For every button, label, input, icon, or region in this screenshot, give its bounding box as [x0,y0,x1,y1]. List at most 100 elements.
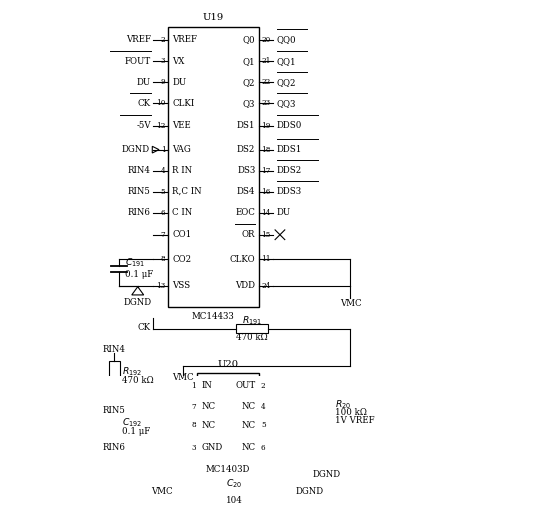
Text: 1V VREF: 1V VREF [335,415,375,425]
Text: 20: 20 [261,36,271,44]
Text: VEE: VEE [172,121,191,130]
Text: NC: NC [242,402,256,411]
Text: CK: CK [138,99,151,108]
Text: NC: NC [242,421,256,430]
Text: CO1: CO1 [172,230,191,239]
Text: GND: GND [201,443,222,453]
Text: VREF: VREF [172,35,197,44]
Text: DGND: DGND [313,470,341,478]
Text: QQ3: QQ3 [277,99,296,108]
Text: 2: 2 [161,36,165,44]
Text: 100 kΩ: 100 kΩ [335,408,367,417]
Text: 24: 24 [261,282,271,290]
Text: R IN: R IN [172,166,192,175]
Text: DS4: DS4 [237,187,255,196]
Text: NC: NC [201,402,215,411]
Text: DDS1: DDS1 [277,145,302,154]
Text: VMC: VMC [340,299,361,309]
Text: 3: 3 [161,57,165,65]
Text: EOC: EOC [236,208,255,217]
Text: 5: 5 [161,188,165,196]
Text: $C_{20}$: $C_{20}$ [226,477,242,490]
Text: NC: NC [242,443,256,453]
Text: VMC: VMC [173,373,194,382]
Text: VAG: VAG [172,145,191,154]
Text: 10: 10 [156,99,165,107]
Text: 470 kΩ: 470 kΩ [236,333,268,342]
Text: FOUT: FOUT [125,57,151,66]
Bar [236,324,268,333]
Text: OUT: OUT [236,381,256,390]
Text: DGND: DGND [122,145,150,154]
Text: -5V: -5V [136,121,151,130]
Text: 8: 8 [161,255,165,263]
Text: OR: OR [242,230,255,239]
Text: RIN5: RIN5 [128,187,151,196]
Bar [167,27,259,307]
Text: 8: 8 [191,421,196,429]
Text: DS1: DS1 [237,121,255,130]
Text: R,C IN: R,C IN [172,187,201,196]
Text: CO2: CO2 [172,255,191,264]
Text: $C_{192}$: $C_{192}$ [123,416,142,429]
Text: 4: 4 [261,402,265,411]
Text: CLKI: CLKI [172,99,195,108]
Text: VSS: VSS [172,281,190,291]
Text: Q2: Q2 [243,78,255,87]
Text: QQ0: QQ0 [277,35,296,44]
Text: DU: DU [277,208,291,217]
Text: IN: IN [201,381,212,390]
Text: DDS3: DDS3 [277,187,302,196]
Text: CLKO: CLKO [230,255,255,264]
Bar [197,374,259,461]
Text: 22: 22 [261,78,271,86]
Text: NC: NC [201,421,215,430]
Text: $C_{191}$: $C_{191}$ [125,256,146,269]
Text: RIN4: RIN4 [102,345,125,353]
Text: VDD: VDD [235,281,255,291]
Bar [109,361,120,390]
Text: 18: 18 [261,146,271,154]
Text: 19: 19 [261,122,271,130]
Text: 0.1 μF: 0.1 μF [125,270,154,279]
Text: 0.1 μF: 0.1 μF [123,427,151,436]
Text: DS2: DS2 [237,145,255,154]
Text: 11: 11 [261,255,271,263]
Text: QQ1: QQ1 [277,57,296,66]
Text: Q0: Q0 [243,35,255,44]
Text: 14: 14 [261,208,271,217]
Text: DS3: DS3 [237,166,255,175]
Text: 1: 1 [160,146,165,154]
Text: C IN: C IN [172,208,192,217]
Text: DGND: DGND [295,487,324,496]
Text: 17: 17 [261,167,271,174]
Text: Q3: Q3 [243,99,255,108]
Text: 1: 1 [191,382,196,390]
Text: DGND: DGND [124,298,152,307]
Text: RIN6: RIN6 [102,443,125,452]
Text: DU: DU [136,78,151,87]
Text: DDS0: DDS0 [277,121,302,130]
Text: 9: 9 [161,78,165,86]
Text: $R_{191}$: $R_{191}$ [242,315,262,327]
Text: RIN4: RIN4 [128,166,151,175]
Text: 4: 4 [161,167,165,174]
Text: 3: 3 [191,444,196,452]
Text: 21: 21 [261,57,271,65]
Text: 23: 23 [261,99,270,107]
Text: QQ2: QQ2 [277,78,296,87]
Text: 16: 16 [261,188,271,196]
Text: DDS2: DDS2 [277,166,302,175]
Text: 6: 6 [261,444,265,452]
Text: DU: DU [172,78,187,87]
Text: Q1: Q1 [243,57,255,66]
Text: $R_{20}$: $R_{20}$ [335,399,351,411]
Text: 5: 5 [261,421,265,429]
Text: 15: 15 [261,231,271,239]
Text: VREF: VREF [126,35,151,44]
Text: 7: 7 [161,231,165,239]
Text: 470 kΩ: 470 kΩ [123,376,154,384]
Text: CK: CK [138,322,150,332]
Text: U19: U19 [203,13,224,22]
Text: 104: 104 [225,496,242,505]
